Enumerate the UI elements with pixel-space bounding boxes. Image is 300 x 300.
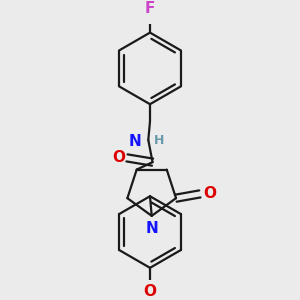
Text: O: O (112, 150, 125, 165)
Text: N: N (145, 221, 158, 236)
Text: O: O (143, 284, 157, 299)
Text: O: O (204, 186, 217, 201)
Text: F: F (145, 1, 155, 16)
Text: H: H (153, 134, 164, 147)
Text: N: N (129, 134, 142, 149)
